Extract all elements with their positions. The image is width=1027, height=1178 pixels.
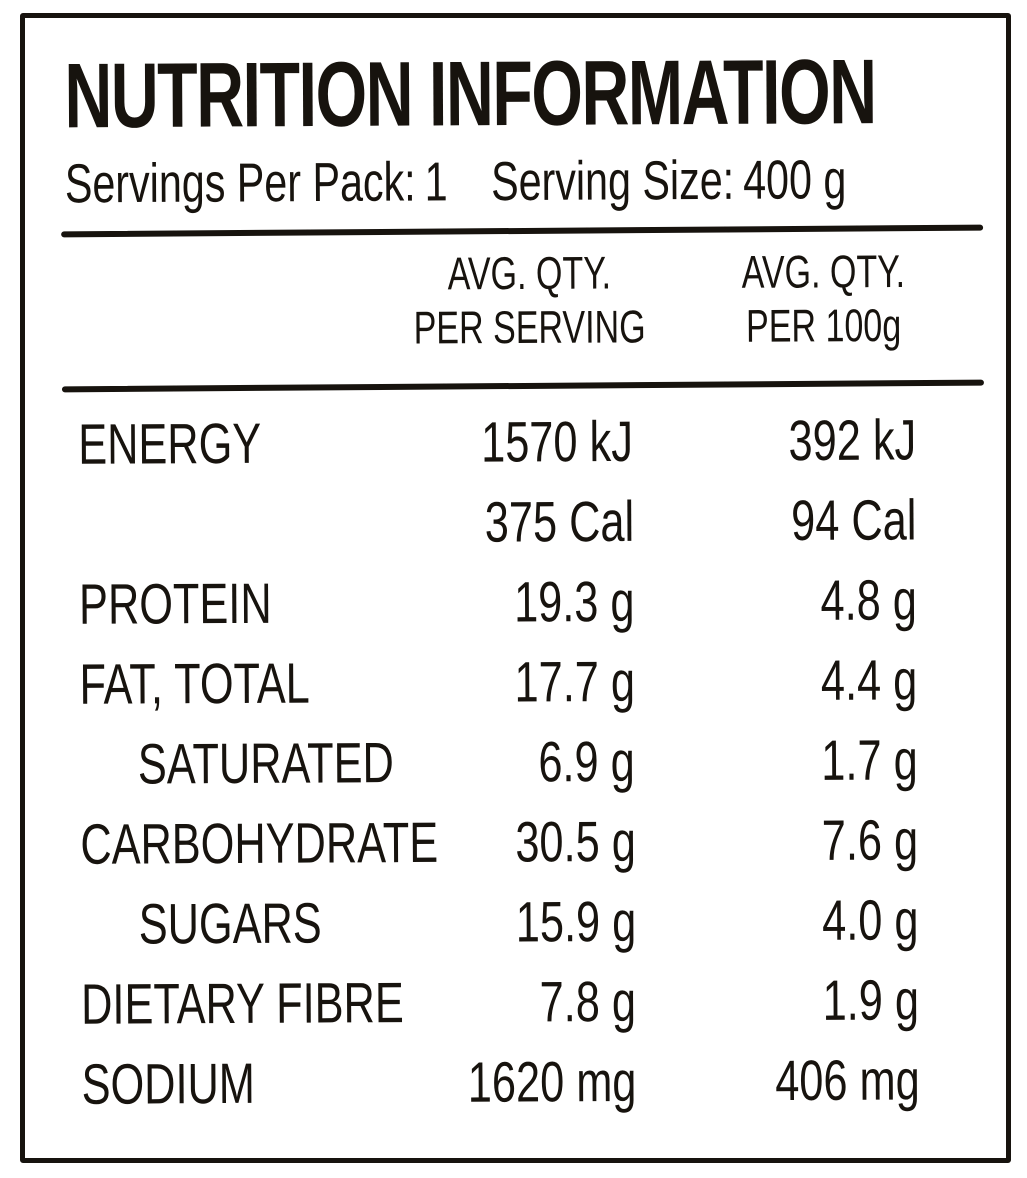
row-value-per-serving: 6.9 g xyxy=(538,729,636,795)
column-header-per-100g-line1: AVG. QTY. xyxy=(741,244,906,298)
row-nutrient-name: ENERGY xyxy=(78,411,262,477)
row-value-per-serving: 1570 kJ xyxy=(481,409,634,475)
row-value-per-100g: 94 Cal xyxy=(791,488,917,554)
row-value-per-100g: 4.8 g xyxy=(820,568,918,633)
table-row: FAT, TOTAL 17.7 g 4.4 g xyxy=(25,640,1006,725)
servings-info-line: Servings Per Pack: 1 Serving Size: 400 g xyxy=(65,148,847,214)
table-row: SODIUM 1620 mg 406 mg xyxy=(27,1040,1008,1125)
row-value-per-100g: 1.9 g xyxy=(822,968,920,1033)
nutrition-label: NUTRITION INFORMATION Servings Per Pack:… xyxy=(22,15,1009,1160)
table-row: 375 Cal 94 Cal xyxy=(24,480,1005,565)
table-row: DIETARY FIBRE 7.8 g 1.9 g xyxy=(27,960,1008,1045)
table-row: SUGARS 15.9 g 4.0 g xyxy=(27,880,1008,965)
divider-top xyxy=(61,224,984,238)
row-value-per-serving: 17.7 g xyxy=(513,649,635,715)
servings-per-pack-value: 1 xyxy=(424,150,448,213)
column-header-per-serving-line2: PER SERVING xyxy=(413,300,646,354)
serving-size-label: Serving Size: xyxy=(490,148,735,213)
table-row: SATURATED 6.9 g 1.7 g xyxy=(26,720,1007,805)
row-nutrient-name: SATURATED xyxy=(137,731,395,797)
divider-header xyxy=(61,379,984,393)
table-row: CARBOHYDRATE 30.5 g 7.6 g xyxy=(26,800,1007,885)
row-nutrient-name: FAT, TOTAL xyxy=(79,651,310,717)
servings-per-pack-label: Servings Per Pack: xyxy=(64,150,416,215)
row-value-per-100g: 392 kJ xyxy=(788,408,917,474)
table-row: PROTEIN 19.3 g 4.8 g xyxy=(25,560,1006,645)
serving-size-value: 400 g xyxy=(742,148,847,211)
column-header-per-100g-line2: PER 100g xyxy=(745,299,902,353)
row-value-per-serving: 7.8 g xyxy=(539,969,637,1035)
row-value-per-serving: 15.9 g xyxy=(515,889,636,955)
row-value-per-100g: 1.7 g xyxy=(821,728,919,793)
row-nutrient-name: PROTEIN xyxy=(78,571,272,637)
row-value-per-serving: 375 Cal xyxy=(484,489,634,555)
row-value-per-100g: 4.4 g xyxy=(820,648,918,713)
column-header-per-100g: AVG. QTY. PER 100g xyxy=(709,244,939,354)
row-nutrient-name: DIETARY FIBRE xyxy=(81,971,404,1037)
nutrition-label-frame: NUTRITION INFORMATION Servings Per Pack:… xyxy=(20,13,1011,1163)
row-value-per-serving: 19.3 g xyxy=(513,569,635,635)
label-title: NUTRITION INFORMATION xyxy=(64,41,876,148)
row-value-per-100g: 7.6 g xyxy=(821,808,919,873)
row-value-per-100g: 406 mg xyxy=(774,1048,920,1114)
row-value-per-serving: 1620 mg xyxy=(467,1049,637,1115)
row-nutrient-name: CARBOHYDRATE xyxy=(80,810,439,877)
column-header-per-serving-line1: AVG. QTY. xyxy=(447,246,612,300)
row-nutrient-name: SODIUM xyxy=(81,1051,256,1117)
nutrition-table-body: ENERGY 1570 kJ 392 kJ 375 Cal 94 Cal PRO… xyxy=(24,400,1009,1125)
row-value-per-100g: 4.0 g xyxy=(822,888,919,953)
row-value-per-serving: 30.5 g xyxy=(514,809,636,875)
column-header-per-serving: AVG. QTY. PER SERVING xyxy=(399,245,660,355)
table-row: ENERGY 1570 kJ 392 kJ xyxy=(24,400,1005,485)
row-nutrient-name: SUGARS xyxy=(138,891,322,957)
